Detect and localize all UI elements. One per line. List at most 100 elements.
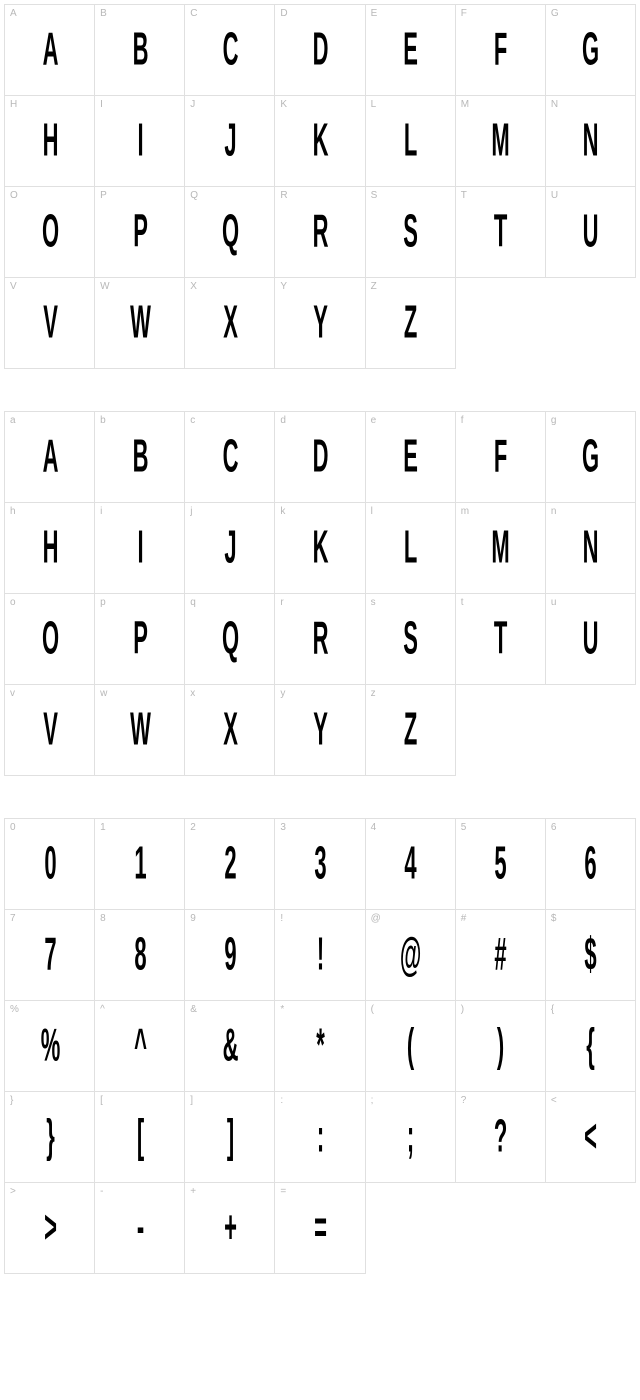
glyph-cell: GG xyxy=(546,5,636,96)
cell-glyph: > xyxy=(44,1202,56,1254)
glyph-cell: iI xyxy=(95,503,185,594)
empty-cell xyxy=(546,685,636,776)
cell-glyph: D xyxy=(313,431,328,483)
cell-label: d xyxy=(280,415,286,426)
glyph-cell: rR xyxy=(275,594,365,685)
cell-label: # xyxy=(461,913,467,924)
cell-glyph: ! xyxy=(317,929,323,981)
cell-glyph: L xyxy=(404,522,416,574)
cell-glyph: E xyxy=(403,431,417,483)
cell-label: & xyxy=(190,1004,197,1015)
cell-glyph: + xyxy=(224,1202,236,1254)
cell-glyph: [ xyxy=(137,1111,143,1163)
cell-label: t xyxy=(461,597,464,608)
glyph-cell: 44 xyxy=(366,819,456,910)
glyph-cell: ** xyxy=(275,1001,365,1092)
cell-label: I xyxy=(100,99,103,110)
empty-cell xyxy=(456,1183,546,1274)
cell-glyph: 9 xyxy=(224,929,235,981)
glyph-cell: 00 xyxy=(5,819,95,910)
cell-label: P xyxy=(100,190,107,201)
cell-glyph: U xyxy=(583,206,598,258)
cell-label: G xyxy=(551,8,559,19)
cell-glyph: M xyxy=(492,115,509,167)
cell-glyph: ( xyxy=(407,1020,413,1072)
glyph-cell: 99 xyxy=(185,910,275,1001)
cell-label: U xyxy=(551,190,558,201)
cell-label: M xyxy=(461,99,469,110)
cell-glyph: @ xyxy=(400,929,420,981)
glyph-cell: -- xyxy=(95,1183,185,1274)
cell-glyph: S xyxy=(403,206,417,258)
cell-label: + xyxy=(190,1186,196,1197)
glyph-cell: UU xyxy=(546,187,636,278)
glyph-cell: ## xyxy=(456,910,546,1001)
cell-label: 6 xyxy=(551,822,557,833)
glyph-cell: OO xyxy=(5,187,95,278)
glyph-cell: YY xyxy=(275,278,365,369)
glyph-cell: wW xyxy=(95,685,185,776)
glyph-cell: MM xyxy=(456,96,546,187)
glyph-cell: oO xyxy=(5,594,95,685)
cell-glyph: Z xyxy=(404,704,416,756)
glyph-cell: %% xyxy=(5,1001,95,1092)
cell-label: 8 xyxy=(100,913,106,924)
cell-glyph: D xyxy=(313,24,328,76)
cell-label: ^ xyxy=(100,1004,105,1015)
glyph-cell: KK xyxy=(275,96,365,187)
cell-label: k xyxy=(280,506,285,517)
cell-glyph: V xyxy=(43,297,57,349)
glyph-cell: mM xyxy=(456,503,546,594)
cell-glyph: K xyxy=(313,522,328,574)
glyph-cell: nN xyxy=(546,503,636,594)
cell-label: g xyxy=(551,415,557,426)
cell-label: E xyxy=(371,8,378,19)
cell-glyph: E xyxy=(403,24,417,76)
cell-label: Z xyxy=(371,281,377,292)
cell-label: * xyxy=(280,1004,284,1015)
cell-label: T xyxy=(461,190,467,201)
glyph-cell: hH xyxy=(5,503,95,594)
cell-label: y xyxy=(280,688,285,699)
cell-glyph: ] xyxy=(227,1111,233,1163)
glyph-cell: XX xyxy=(185,278,275,369)
glyph-cell: ;; xyxy=(366,1092,456,1183)
glyph-grid-2: 00112233445566778899!!@@##$$%%^^&&**(())… xyxy=(4,818,636,1274)
cell-glyph: 4 xyxy=(405,838,416,890)
cell-glyph: < xyxy=(585,1111,597,1163)
cell-glyph: # xyxy=(495,929,506,981)
glyph-cell: tT xyxy=(456,594,546,685)
cell-glyph: P xyxy=(133,613,147,665)
cell-label: a xyxy=(10,415,16,426)
glyph-cell: pP xyxy=(95,594,185,685)
empty-cell xyxy=(366,1183,456,1274)
cell-glyph: N xyxy=(583,115,598,167)
glyph-cell: << xyxy=(546,1092,636,1183)
cell-label: > xyxy=(10,1186,16,1197)
cell-label: [ xyxy=(100,1095,103,1106)
glyph-cell: )) xyxy=(456,1001,546,1092)
cell-glyph: B xyxy=(132,24,147,76)
cell-label: = xyxy=(280,1186,286,1197)
cell-glyph: H xyxy=(42,522,57,574)
cell-glyph: T xyxy=(494,613,506,665)
cell-label: F xyxy=(461,8,467,19)
cell-label: 5 xyxy=(461,822,467,833)
cell-glyph: M xyxy=(492,522,509,574)
cell-glyph: Y xyxy=(313,704,327,756)
glyph-cell: BB xyxy=(95,5,185,96)
cell-glyph: B xyxy=(132,431,147,483)
cell-label: u xyxy=(551,597,557,608)
cell-label: r xyxy=(280,597,283,608)
cell-glyph: X xyxy=(223,297,237,349)
glyph-cell: {{ xyxy=(546,1001,636,1092)
glyph-cell: sS xyxy=(366,594,456,685)
cell-label: 9 xyxy=(190,913,196,924)
cell-glyph: Y xyxy=(313,297,327,349)
cell-glyph: : xyxy=(317,1111,323,1163)
cell-glyph: & xyxy=(222,1020,237,1072)
cell-label: p xyxy=(100,597,106,608)
cell-glyph: ? xyxy=(494,1111,506,1163)
cell-glyph: 0 xyxy=(44,838,55,890)
cell-label: Y xyxy=(280,281,287,292)
